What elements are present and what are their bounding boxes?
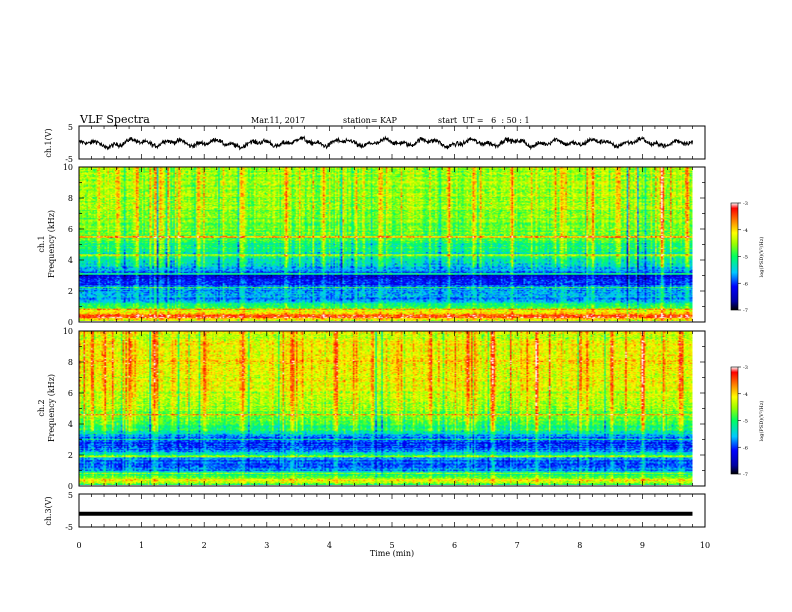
y-tick-label: 6 — [68, 389, 73, 398]
y-tick-label: 6 — [68, 225, 73, 234]
ch3-waveform-ytick-top: 5 — [68, 491, 73, 500]
ch3-waveform-ticks — [78, 494, 706, 527]
x-tick-label: 0 — [76, 541, 81, 550]
y-tick-label: 0 — [68, 482, 73, 491]
ch2-colorbar: -3 -4 -5 -6 -7 log(PSD)(V²/Hz) — [730, 365, 765, 478]
x-tick-label: 1 — [139, 541, 144, 550]
ch1-colorbar: -3 -4 -5 -6 -7 log(PSD)(V²/Hz) — [730, 201, 765, 314]
ch1-spectrogram-panel: 0 2 4 6 8 10 ch.1 Frequency (kHz) -3 -4 -5 -6 -7 … — [37, 163, 765, 327]
ch1-colorbar-ticks: -3 -4 -5 -6 -7 — [738, 201, 748, 314]
ch1-spectrogram-ytick-labels: 0 2 4 6 8 10 — [63, 163, 73, 327]
ch2-spectrogram-heatmap — [79, 331, 693, 485]
x-tick-label: 8 — [577, 541, 582, 550]
y-tick-label: 10 — [63, 163, 73, 172]
colorbar-tick-label: -3 — [743, 365, 748, 371]
colorbar-tick-label: -6 — [743, 445, 748, 451]
start-time: start UT = 6 : 50 : 1 — [438, 116, 530, 125]
ch1-colorbar-label: log(PSD)(V²/Hz) — [758, 237, 765, 278]
y-tick-label: 2 — [68, 451, 73, 460]
ch3-waveform-panel: 5 -5 ch.3(V) 0 1 2 3 4 5 6 7 8 9 10 Time (min) — [44, 491, 710, 558]
y-tick-label: 4 — [68, 420, 73, 429]
x-tick-label: 4 — [327, 541, 332, 550]
ch1-waveform-ticks — [78, 126, 706, 159]
x-tick-label: 3 — [264, 541, 269, 550]
x-tick-label: 7 — [515, 541, 520, 550]
ch3-waveform-ytick-bottom: -5 — [65, 523, 73, 532]
colorbar-tick-label: -7 — [743, 308, 748, 314]
ch1-waveform-ytick-top: 5 — [68, 123, 73, 132]
figure-title: VLF Spectra — [79, 113, 150, 126]
ch2-colorbar-ticks: -3 -4 -5 -6 -7 — [738, 365, 748, 478]
ch1-spectrogram-ticks — [78, 166, 706, 323]
colorbar-tick-label: -5 — [743, 419, 748, 425]
colorbar-tick-label: -5 — [743, 255, 748, 261]
ch1-spectrogram-channel-label: ch.1 — [37, 235, 46, 252]
ch1-colorbar-scale — [730, 202, 739, 311]
y-tick-label: 8 — [68, 358, 73, 367]
colorbar-tick-label: -7 — [743, 472, 748, 478]
x-tick-label: 10 — [700, 541, 710, 550]
x-tick-label: 2 — [202, 541, 207, 550]
ch2-spectrogram-ytick-labels: 0 2 4 6 8 10 — [63, 327, 73, 491]
ch1-waveform-panel: 5 -5 ch.1(V) — [44, 123, 706, 164]
ch1-spectrogram-heatmap — [79, 167, 693, 321]
y-tick-label: 0 — [68, 318, 73, 327]
ch1-waveform-ylabel: ch.1(V) — [44, 128, 53, 157]
colorbar-tick-label: -4 — [743, 228, 748, 234]
y-tick-label: 2 — [68, 287, 73, 296]
observation-date: Mar.11, 2017 — [251, 116, 305, 125]
x-tick-label: 6 — [452, 541, 457, 550]
colorbar-tick-label: -6 — [743, 281, 748, 287]
ch1-spectrogram-ylabel: Frequency (kHz) — [47, 210, 56, 278]
ch1-waveform-line — [78, 135, 693, 151]
time-axis-label: Time (min) — [370, 549, 414, 558]
y-tick-label: 4 — [68, 256, 73, 265]
ch3-waveform-ylabel: ch.3(V) — [44, 496, 53, 525]
y-tick-label: 10 — [63, 327, 73, 336]
time-axis-tick-labels: 0 1 2 3 4 5 6 7 8 9 10 — [76, 541, 710, 550]
x-tick-label: 5 — [389, 541, 394, 550]
ch2-spectrogram-channel-label: ch.2 — [37, 399, 46, 416]
colorbar-tick-label: -3 — [743, 201, 748, 207]
colorbar-tick-label: -4 — [743, 392, 748, 398]
y-tick-label: 8 — [68, 194, 73, 203]
ch2-spectrogram-ticks — [78, 330, 706, 487]
ch1-waveform-ytick-bottom: -5 — [65, 155, 73, 164]
ch2-spectrogram-ylabel: Frequency (kHz) — [47, 374, 56, 442]
ch2-spectrogram-panel: 0 2 4 6 8 10 ch.2 Frequency (kHz) -3 -4 -5 -6 -7 … — [37, 327, 765, 491]
ch2-colorbar-label: log(PSD)(V²/Hz) — [758, 401, 765, 442]
station-label: station= KAP — [343, 116, 398, 125]
x-tick-label: 9 — [640, 541, 645, 550]
ch2-colorbar-scale — [730, 366, 739, 475]
